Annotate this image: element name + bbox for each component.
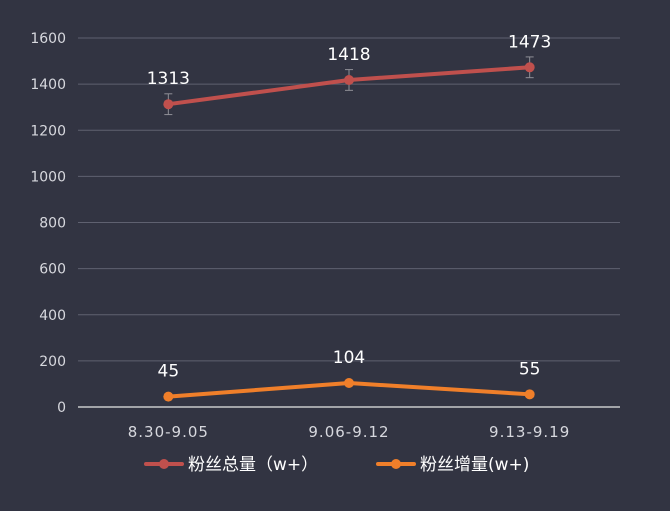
y-tick-label: 0 — [57, 400, 66, 416]
y-axis: 0 200 400 600 800 1000 1200 1400 1600 — [30, 31, 66, 416]
legend-label: 粉丝总量（w+） — [188, 455, 318, 475]
data-label: 55 — [519, 359, 541, 379]
data-label: 104 — [333, 348, 365, 368]
series-1: 1313 1418 1473 — [147, 32, 551, 116]
x-tick-label: 9.06-9.12 — [308, 423, 389, 441]
y-tick-label: 400 — [39, 308, 66, 324]
data-point — [163, 99, 174, 110]
data-label: 1473 — [508, 32, 551, 52]
series-layer: 1313 1418 1473 45 104 55 — [147, 32, 551, 402]
legend-swatch-marker — [159, 459, 169, 469]
y-tick-label: 1400 — [30, 77, 66, 93]
data-label: 1418 — [327, 45, 370, 65]
y-tick-label: 1000 — [30, 169, 66, 185]
grid-lines — [78, 37, 620, 362]
legend: 粉丝总量（w+） 粉丝增量(w+) — [144, 455, 529, 475]
data-point — [344, 378, 354, 389]
legend-item-1: 粉丝总量（w+） — [144, 455, 318, 475]
data-point — [344, 74, 354, 85]
legend-item-2: 粉丝增量(w+) — [376, 455, 529, 475]
data-point — [163, 391, 174, 402]
y-tick-label: 600 — [39, 262, 66, 278]
x-tick-label: 9.13-9.19 — [489, 423, 570, 441]
series-2: 45 104 55 — [158, 348, 541, 402]
data-point — [524, 62, 535, 73]
x-tick-label: 8.30-9.05 — [128, 423, 209, 441]
y-tick-label: 1600 — [30, 31, 66, 47]
legend-label: 粉丝增量(w+) — [420, 455, 529, 475]
y-tick-label: 1200 — [30, 123, 66, 139]
y-tick-label: 800 — [39, 216, 66, 232]
data-label: 1313 — [147, 69, 190, 89]
legend-swatch-marker — [391, 459, 401, 469]
x-axis: 8.30-9.05 9.06-9.12 9.13-9.19 — [128, 423, 570, 441]
data-point — [524, 389, 535, 400]
y-tick-label: 200 — [39, 354, 66, 370]
data-label: 45 — [158, 362, 180, 382]
